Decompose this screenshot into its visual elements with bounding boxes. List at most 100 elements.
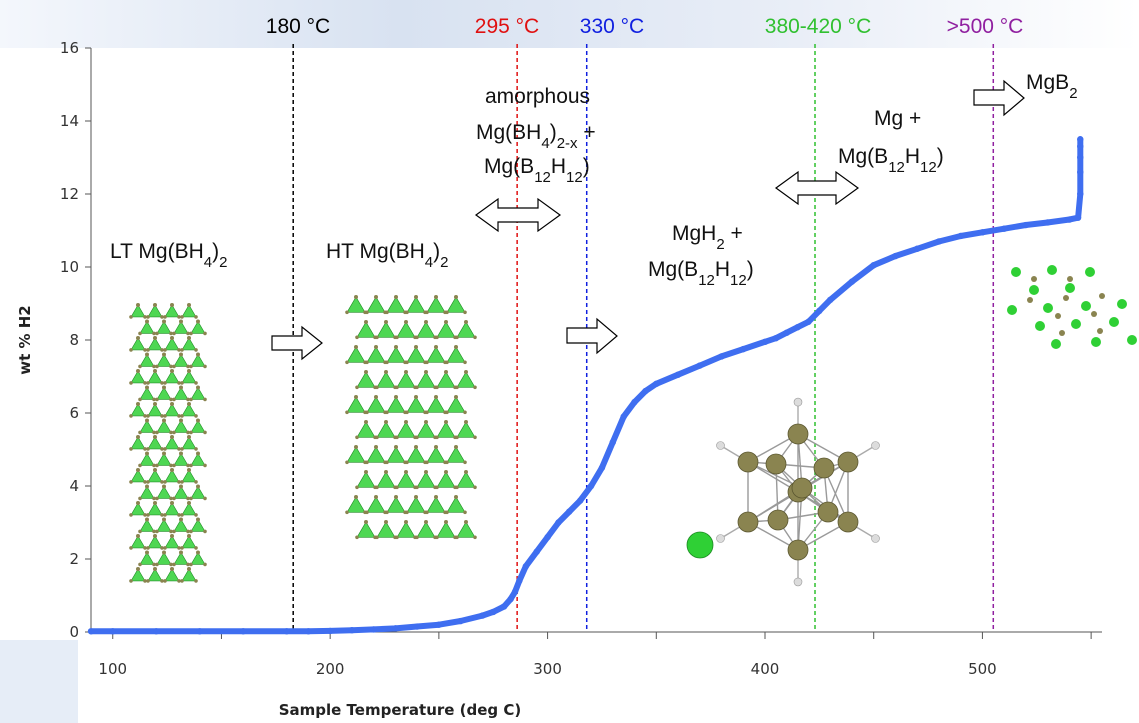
atom-shape (129, 513, 133, 517)
atom-shape (153, 369, 157, 373)
atom-shape (186, 496, 190, 501)
atom-shape (170, 501, 174, 505)
tetrahedron-shape (181, 436, 197, 450)
tetrahedron-shape (181, 403, 197, 417)
atom-shape (153, 534, 157, 538)
atom-shape (177, 513, 181, 517)
atom-shape (375, 385, 379, 390)
data-point (109, 628, 116, 635)
atom-shape (179, 517, 183, 522)
tetrahedron-shape (156, 386, 172, 400)
magnesium-atom-shape (1065, 283, 1075, 293)
atom-shape (345, 360, 349, 365)
tetrahedron-shape (416, 421, 436, 438)
atom-shape (203, 331, 207, 336)
atom-shape (180, 579, 184, 583)
atom-shape (172, 331, 176, 336)
data-point (609, 439, 617, 446)
atom-shape (162, 385, 166, 390)
atom-shape (152, 364, 156, 369)
atom-shape (365, 460, 369, 465)
atom-shape (196, 517, 200, 522)
atom-shape (143, 315, 147, 319)
atom-shape (355, 385, 359, 390)
tetrahedron-shape (139, 419, 155, 433)
atom-shape (365, 410, 369, 415)
atom-shape (160, 447, 164, 451)
lt-crystal-structure-image (129, 303, 207, 583)
atom-shape (136, 369, 140, 373)
magnesium-atom-shape (1047, 265, 1057, 275)
atom-shape (445, 310, 449, 315)
atom-shape (160, 381, 164, 385)
data-point (283, 628, 290, 635)
boron-atom-shape (1099, 293, 1105, 299)
tetrahedron-shape (164, 469, 180, 483)
tetrahedron-shape (356, 421, 376, 438)
mgh2-label-line1: MgH2 + (672, 222, 743, 253)
data-point (87, 628, 95, 635)
tetrahedron-shape (416, 521, 436, 538)
atom-shape (145, 484, 149, 489)
data-point (326, 627, 334, 635)
tetrahedron-shape (181, 535, 197, 549)
atom-shape (138, 496, 142, 501)
tetrahedron-shape (396, 321, 416, 338)
atom-shape (463, 460, 467, 465)
mg-label-line1: Mg + (874, 107, 921, 130)
atom-shape (404, 470, 408, 474)
boron-atom-shape (817, 501, 839, 523)
atom-shape (435, 385, 439, 390)
atom-shape (415, 435, 419, 440)
atom-shape (473, 385, 477, 390)
atom-shape (435, 335, 439, 340)
atom-shape (405, 310, 409, 315)
x-ticks: 100 200 300 400 500 (98, 632, 1092, 678)
atom-shape (415, 335, 419, 340)
atom-shape (136, 303, 140, 307)
atom-shape (136, 534, 140, 538)
atom-shape (445, 410, 449, 415)
boron-atom-shape (1031, 276, 1037, 282)
tetrahedron-shape (139, 518, 155, 532)
data-point (1077, 190, 1084, 198)
atom-shape (170, 534, 174, 538)
atom-shape (136, 435, 140, 439)
atom-shape (194, 381, 198, 385)
atom-shape (163, 480, 167, 484)
atom-shape (155, 331, 159, 336)
atom-shape (179, 418, 183, 423)
tetrahedron-shape (386, 496, 406, 513)
data-series (87, 136, 1084, 635)
atom-shape (152, 397, 156, 402)
atom-shape (152, 496, 156, 501)
atom-shape (345, 510, 349, 515)
atom-shape (384, 370, 388, 374)
mgb2-lattice-image (1007, 265, 1137, 349)
atom-shape (445, 460, 449, 465)
tetrahedron-shape (386, 396, 406, 413)
data-point (783, 329, 790, 336)
atom-shape (180, 381, 184, 385)
atom-shape (172, 529, 176, 534)
tetrahedron-shape (190, 485, 206, 499)
atom-shape (163, 381, 167, 385)
atom-shape (129, 348, 133, 352)
tetrahedron-shape (416, 321, 436, 338)
atom-shape (455, 335, 459, 340)
atom-shape (189, 463, 193, 468)
atom-shape (364, 470, 368, 474)
data-point (848, 278, 856, 285)
tetrahedron-shape (173, 320, 189, 334)
atom-shape (187, 534, 191, 538)
atom-shape (194, 348, 198, 352)
temperature-labels: 180 °C 295 °C 330 °C 380-420 °C >500 °C (266, 15, 1024, 38)
atom-shape (187, 369, 191, 373)
data-point (500, 603, 508, 610)
atom-shape (163, 348, 167, 352)
data-point (305, 628, 312, 635)
y-tick-label: 6 (69, 404, 79, 422)
data-point (457, 617, 464, 625)
magnesium-atom-shape (1035, 321, 1045, 331)
data-point (239, 628, 247, 635)
